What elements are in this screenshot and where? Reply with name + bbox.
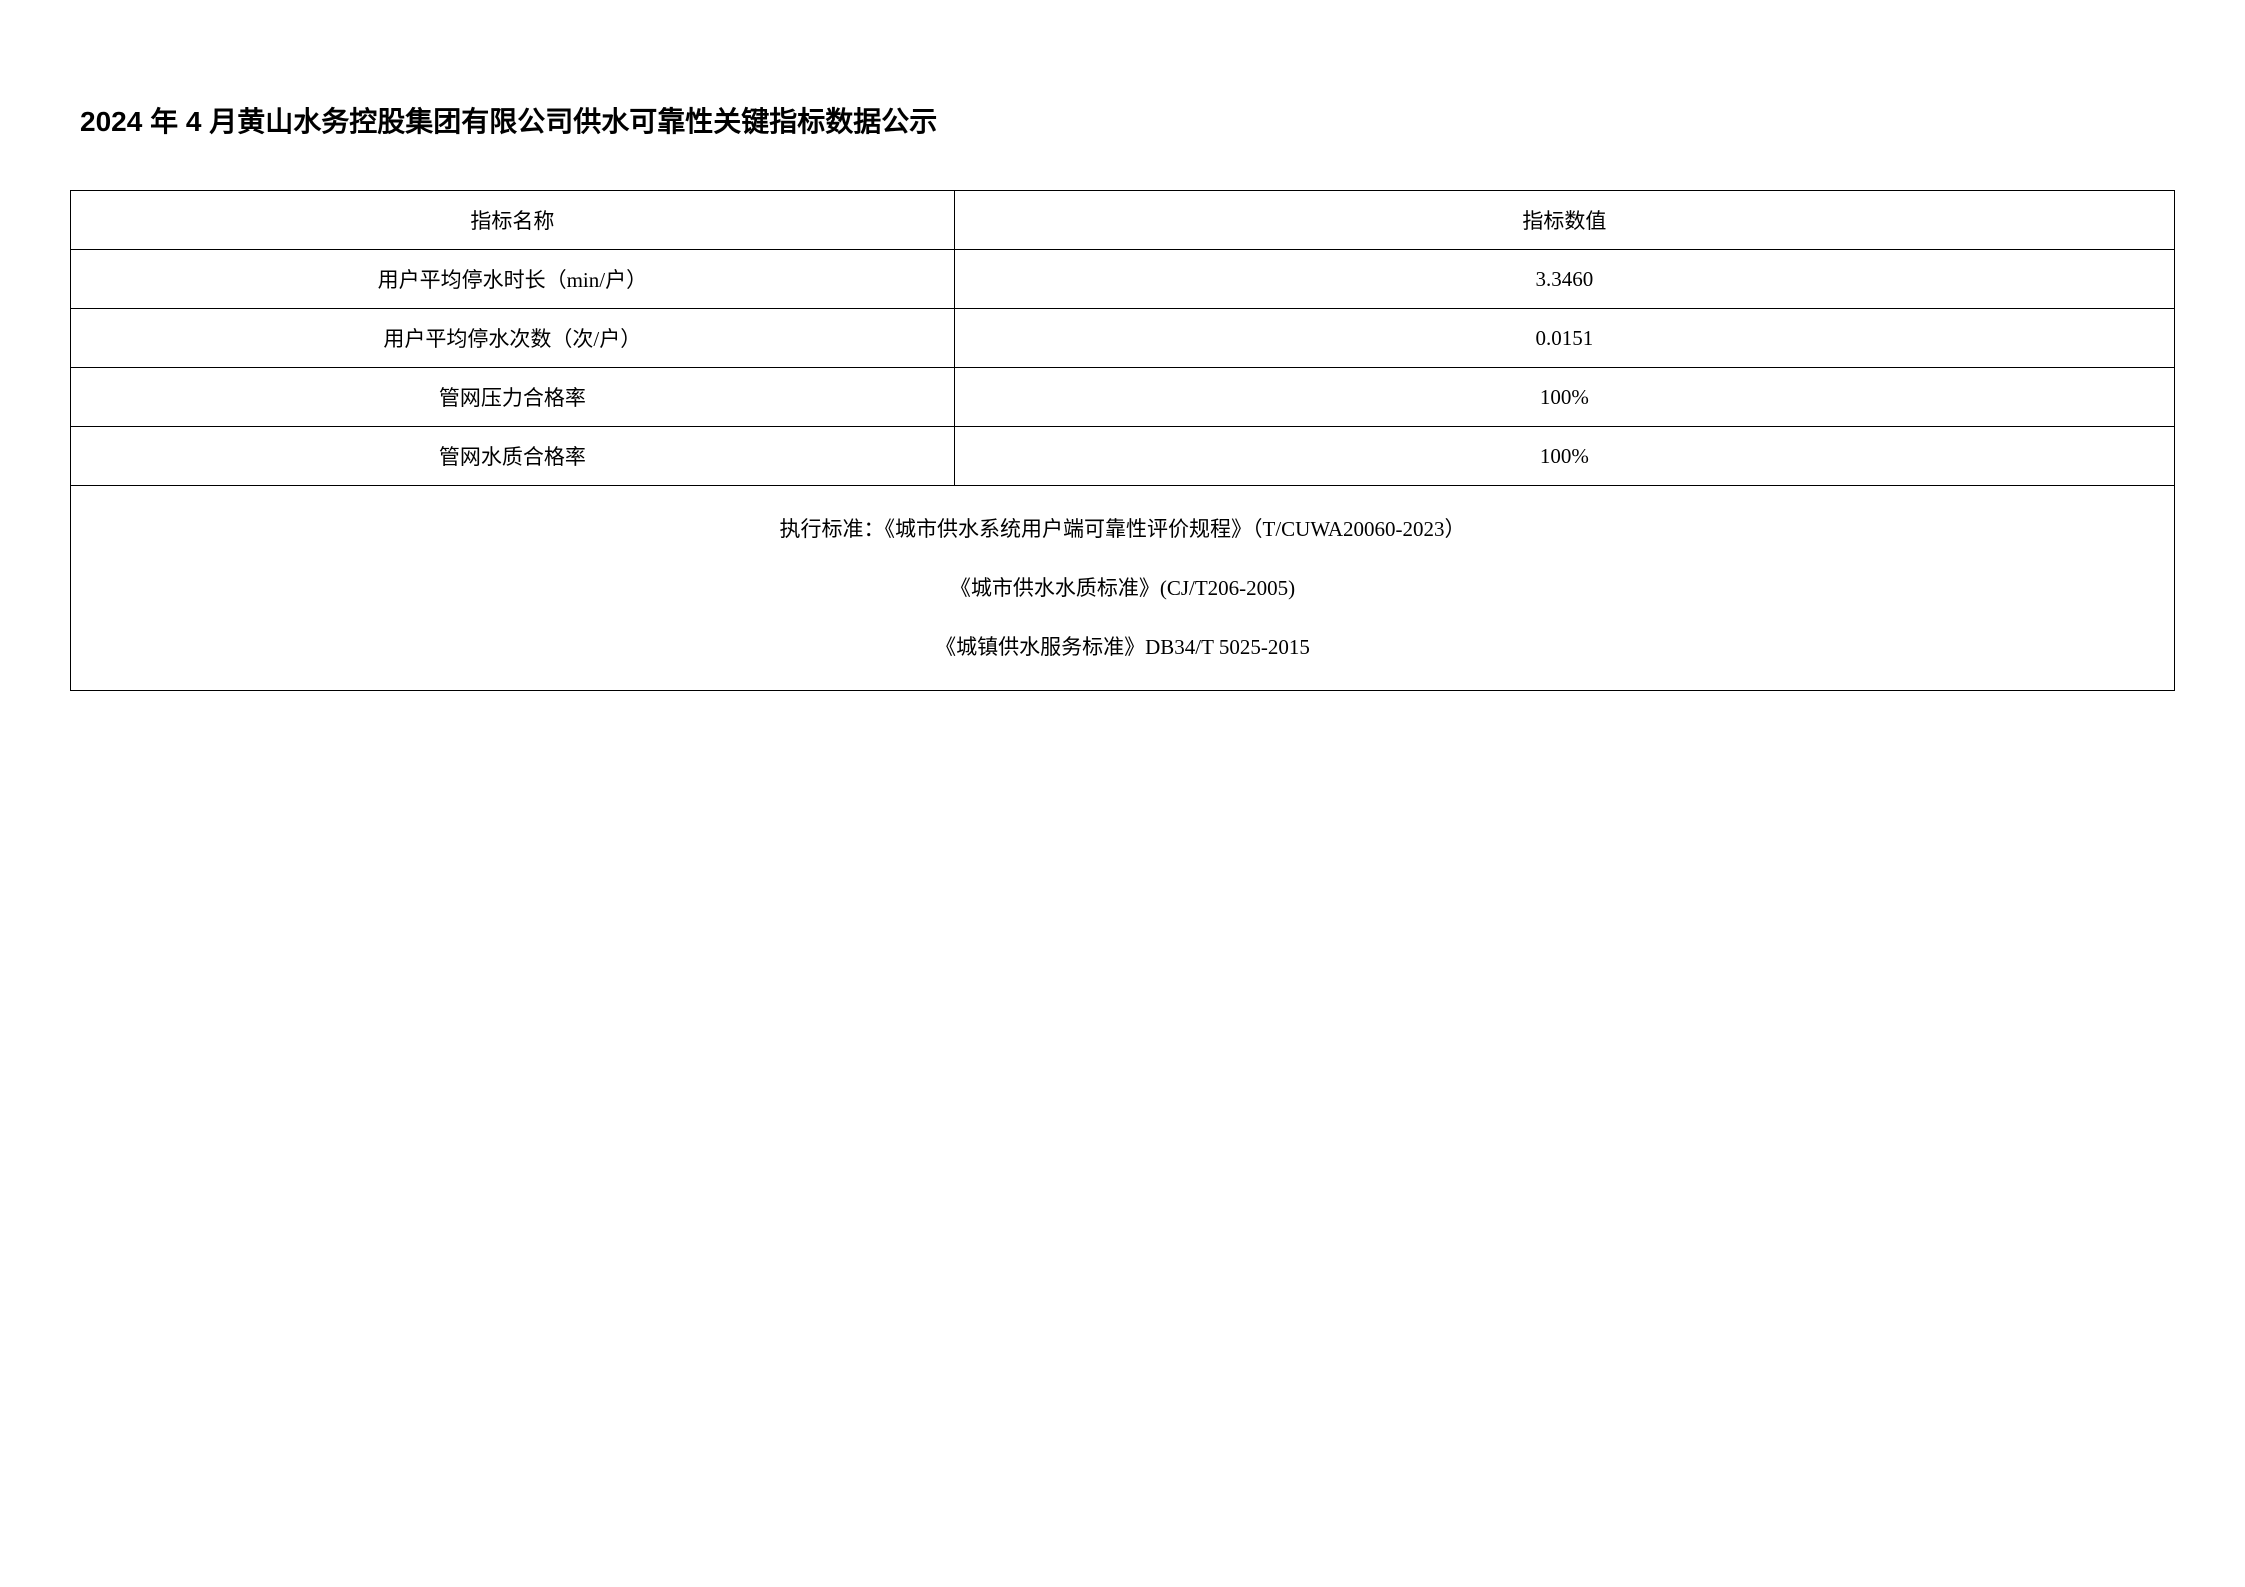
metric-name: 管网压力合格率 xyxy=(71,368,955,427)
table-row: 用户平均停水时长（min/户） 3.3460 xyxy=(71,250,2175,309)
standard-line: 执行标准：《城市供水系统用户端可靠性评价规程》（T/CUWA20060-2023… xyxy=(79,500,2166,559)
metric-value: 3.3460 xyxy=(954,250,2174,309)
table-footer-row: 执行标准：《城市供水系统用户端可靠性评价规程》（T/CUWA20060-2023… xyxy=(71,486,2175,691)
metric-value: 100% xyxy=(954,427,2174,486)
standard-line: 《城镇供水服务标准》DB34/T 5025-2015 xyxy=(79,618,2166,677)
standards-cell: 执行标准：《城市供水系统用户端可靠性评价规程》（T/CUWA20060-2023… xyxy=(71,486,2175,691)
table-row: 用户平均停水次数（次/户） 0.0151 xyxy=(71,309,2175,368)
header-value: 指标数值 xyxy=(954,191,2174,250)
metrics-table: 指标名称 指标数值 用户平均停水时长（min/户） 3.3460 用户平均停水次… xyxy=(70,190,2175,691)
metric-name: 用户平均停水次数（次/户） xyxy=(71,309,955,368)
page-title: 2024 年 4 月黄山水务控股集团有限公司供水可靠性关键指标数据公示 xyxy=(70,100,2175,140)
standard-line: 《城市供水水质标准》(CJ/T206-2005) xyxy=(79,559,2166,618)
table-row: 管网水质合格率 100% xyxy=(71,427,2175,486)
table-row: 管网压力合格率 100% xyxy=(71,368,2175,427)
metric-value: 0.0151 xyxy=(954,309,2174,368)
metric-value: 100% xyxy=(954,368,2174,427)
metric-name: 用户平均停水时长（min/户） xyxy=(71,250,955,309)
metric-name: 管网水质合格率 xyxy=(71,427,955,486)
header-name: 指标名称 xyxy=(71,191,955,250)
table-header-row: 指标名称 指标数值 xyxy=(71,191,2175,250)
